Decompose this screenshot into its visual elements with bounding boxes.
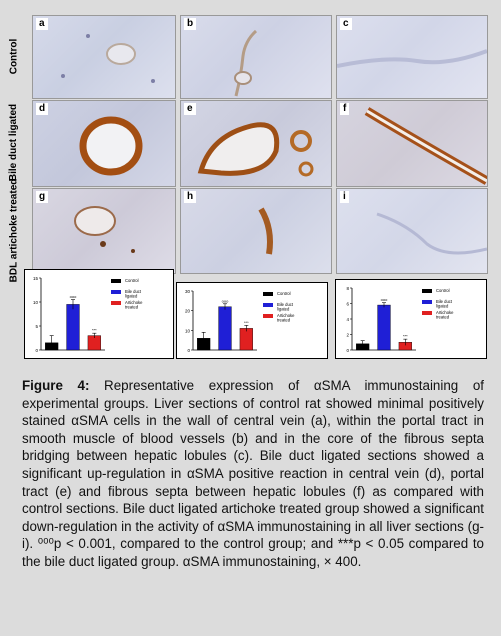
- micrograph-a-art: [61, 34, 155, 83]
- significance-mark: ***: [403, 334, 408, 339]
- bar-bile-duct-ligated: [377, 304, 391, 351]
- y-tick-label: 10: [185, 328, 191, 333]
- legend-label: Bile duct: [436, 299, 453, 304]
- micrograph-b: b: [180, 15, 332, 99]
- legend-swatch: [422, 300, 432, 304]
- y-tick-label: 2: [346, 333, 349, 338]
- micrograph-b-art: [234, 29, 258, 97]
- legend-label: Artichoke: [277, 313, 295, 318]
- legend-swatch: [422, 289, 432, 293]
- y-tick-label: 0: [187, 348, 190, 353]
- micrograph-h-art: [258, 207, 273, 255]
- micrograph-f-art: [364, 107, 487, 185]
- micrograph-e-art: [197, 122, 314, 177]
- y-tick-label: 20: [185, 309, 191, 314]
- legend-label-line2: treated: [125, 305, 139, 310]
- bar-chart-1: 0 5 10 15 ooo *** Control Bile ductligatedArtic…: [24, 269, 174, 359]
- legend-swatch: [111, 301, 121, 305]
- significance-mark: ***: [244, 320, 249, 325]
- significance-mark: ooo: [222, 298, 229, 303]
- micrograph-g: g: [32, 188, 176, 274]
- legend-label-line2: ligated: [125, 294, 138, 299]
- micrograph-h: h: [180, 188, 332, 274]
- legend-label-line2: treated: [277, 318, 291, 323]
- y-tick-label: 30: [185, 289, 191, 294]
- micrograph-i: i: [336, 188, 488, 274]
- y-tick-label: 0: [35, 348, 38, 353]
- micrograph-i-art: [376, 212, 487, 255]
- micrograph-d: d: [32, 100, 176, 187]
- legend-swatch: [263, 314, 273, 318]
- y-tick-label: 0: [346, 348, 349, 353]
- legend-label: Artichoke: [125, 300, 143, 305]
- panel-label-i: i: [340, 191, 349, 203]
- legend-label-line2: treated: [436, 315, 450, 320]
- legend-swatch: [263, 303, 273, 307]
- significance-mark: ooo: [70, 294, 77, 299]
- panel-label-d: d: [36, 103, 49, 115]
- panel-label-g: g: [36, 191, 49, 203]
- bar-artichoke-treated: [239, 328, 253, 351]
- legend-label: Control: [125, 278, 139, 283]
- row-label-bdl-artichoke: BDL artichoke treated: [8, 178, 20, 282]
- micrograph-a: a: [32, 15, 176, 99]
- panel-label-e: e: [184, 103, 196, 115]
- significance-mark: ***: [92, 328, 97, 333]
- row-label-bdl: Bile duct ligated: [8, 103, 20, 182]
- row-label-control: Control: [8, 38, 20, 74]
- legend-swatch: [111, 279, 121, 283]
- significance-mark: ooo: [381, 297, 388, 302]
- y-tick-label: 5: [35, 324, 38, 329]
- y-tick-label: 4: [346, 317, 349, 322]
- panel-label-h: h: [184, 191, 197, 203]
- legend-label: Artichoke: [436, 310, 454, 315]
- micrograph-e: e: [180, 100, 332, 187]
- bar-bile-duct-ligated: [218, 306, 232, 351]
- legend-label-line2: ligated: [436, 304, 449, 309]
- legend-label: Bile duct: [277, 302, 294, 307]
- legend-label-line2: ligated: [277, 307, 290, 312]
- y-tick-label: 15: [33, 276, 39, 281]
- panel-label-c: c: [340, 18, 352, 30]
- y-tick-label: 8: [346, 286, 349, 291]
- micrograph-g-art: [74, 206, 135, 253]
- bar-bile-duct-ligated: [66, 304, 80, 351]
- bar-chart-2: 0 10 20 30 ooo *** Control Bile ductligatedArti…: [176, 282, 328, 359]
- figure-caption: Figure 4: Representative expression of α…: [22, 377, 484, 571]
- y-tick-label: 6: [346, 302, 349, 307]
- legend-swatch: [263, 292, 273, 296]
- micrograph-c: c: [336, 15, 488, 99]
- legend-swatch: [422, 311, 432, 315]
- panel-label-a: a: [36, 18, 48, 30]
- panel-label-b: b: [184, 18, 197, 30]
- micrograph-d-art: [79, 116, 143, 176]
- legend-label: Bile duct: [125, 289, 142, 294]
- legend-label: Control: [436, 288, 450, 293]
- y-tick-label: 10: [33, 300, 39, 305]
- micrograph-c-art: [337, 49, 487, 68]
- legend-label: Control: [277, 291, 291, 296]
- caption-text: Representative expression of αSMA immuno…: [22, 378, 485, 569]
- micrograph-f: f: [336, 100, 488, 187]
- legend-swatch: [111, 290, 121, 294]
- panel-label-f: f: [340, 103, 350, 115]
- bar-chart-3: 0 2 4 6 8 ooo *** Control Bile ductligatedArtich…: [335, 279, 487, 359]
- caption-label: Figure 4:: [22, 378, 90, 393]
